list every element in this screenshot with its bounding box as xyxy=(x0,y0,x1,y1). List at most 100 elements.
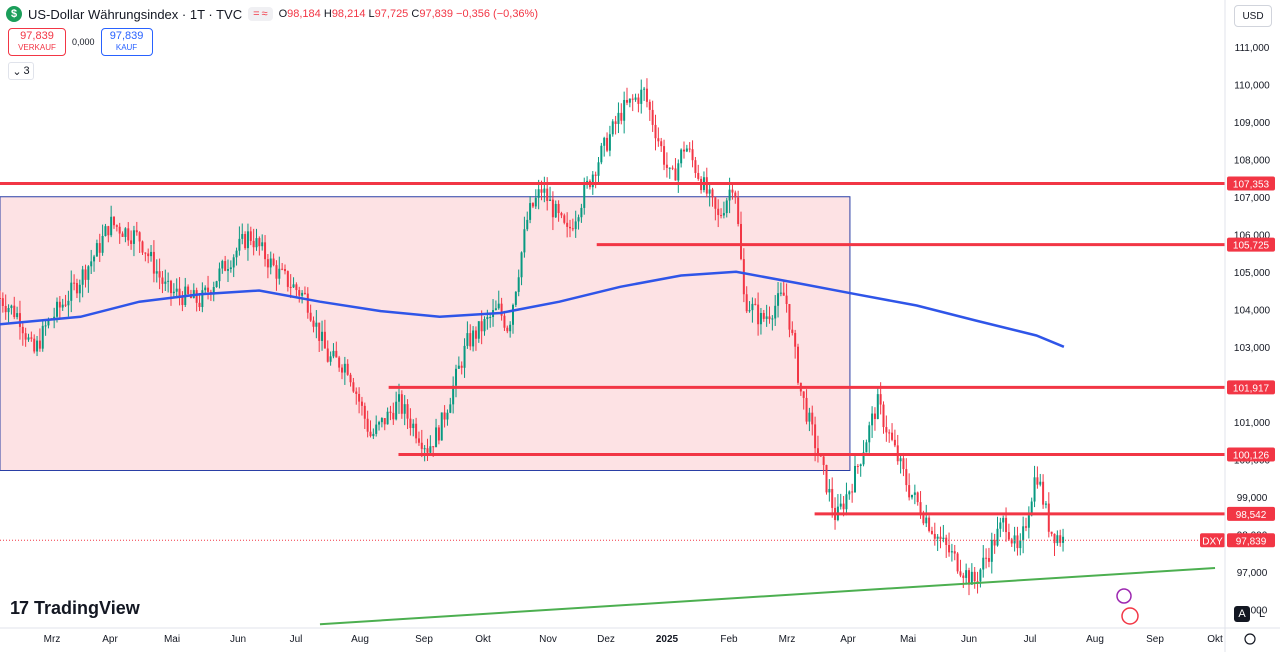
y-tick-label: 104,000 xyxy=(1234,305,1271,316)
buy-button[interactable]: 97,839 KAUF xyxy=(100,28,153,56)
candle-body xyxy=(933,533,936,539)
candle-body xyxy=(1036,477,1039,485)
candle-body xyxy=(175,288,178,292)
candle-body xyxy=(720,215,723,217)
log-scale-button[interactable]: L xyxy=(1258,608,1266,620)
candle-body xyxy=(893,439,896,446)
candle-body xyxy=(683,149,685,152)
candle-body xyxy=(244,234,247,249)
candle-body xyxy=(363,405,366,419)
candle-body xyxy=(851,491,854,493)
candle-body xyxy=(782,292,785,296)
candle-body xyxy=(292,284,295,288)
candle-body xyxy=(583,184,586,208)
candle-body xyxy=(132,230,135,244)
candle-body xyxy=(816,448,819,455)
candle-body xyxy=(523,229,526,253)
candle-body xyxy=(1027,515,1030,528)
candle-body xyxy=(560,213,563,216)
candle-body xyxy=(1033,477,1036,502)
candle-body xyxy=(33,338,36,352)
candle-body xyxy=(985,557,988,559)
candle-body xyxy=(18,313,21,327)
equals-icon[interactable]: = xyxy=(253,8,260,20)
candle-body xyxy=(309,312,312,321)
candle-body xyxy=(1030,501,1033,516)
candle-body xyxy=(101,236,104,253)
candle-body xyxy=(1013,535,1016,544)
legend-buttons[interactable]: = ≈ xyxy=(248,7,273,21)
candle-body xyxy=(913,492,916,495)
candle-body xyxy=(822,456,825,465)
currency-selector[interactable]: USD xyxy=(1234,5,1272,27)
candle-body xyxy=(423,448,426,450)
candle-body xyxy=(141,241,144,253)
candle-body xyxy=(469,333,472,347)
candle-body xyxy=(965,570,968,578)
candle-body xyxy=(349,374,352,383)
x-tick-label: Jun xyxy=(961,634,977,645)
candle-body xyxy=(90,261,93,267)
candle-body xyxy=(355,391,358,394)
candle-body xyxy=(272,258,275,266)
x-tick-label: Aug xyxy=(1086,634,1104,645)
tradingview-logo[interactable]: 17 TradingView xyxy=(10,598,140,619)
candle-body xyxy=(888,432,891,434)
candle-body xyxy=(711,189,714,198)
candle-body xyxy=(366,418,369,432)
symbol-title[interactable]: US-Dollar Währungsindex · 1T · TVC xyxy=(28,6,243,22)
candle-body xyxy=(284,269,286,272)
candle-body xyxy=(640,89,643,104)
sell-button[interactable]: 97,839 VERKAUF xyxy=(8,28,66,56)
settings-gear-icon xyxy=(1244,633,1256,645)
candle-body xyxy=(865,442,868,453)
candle-body xyxy=(617,112,620,124)
candle-body xyxy=(352,382,355,392)
trade-panel: 97,839 VERKAUF 0,000 97,839 KAUF xyxy=(8,28,153,56)
y-tick-label: 105,000 xyxy=(1234,268,1271,279)
candle-body xyxy=(908,485,911,498)
candle-body xyxy=(714,197,717,209)
candle-body xyxy=(987,558,990,562)
y-tick-label: 108,000 xyxy=(1234,155,1271,166)
y-tick-label: 106,000 xyxy=(1234,230,1271,241)
auto-scale-button[interactable]: A xyxy=(1234,606,1250,622)
candle-body xyxy=(1010,539,1013,544)
candle-body xyxy=(435,427,438,448)
candle-body xyxy=(121,233,124,237)
candle-body xyxy=(645,88,648,102)
chart-legend: $ US-Dollar Währungsindex · 1T · TVC = ≈… xyxy=(6,6,538,22)
candle-body xyxy=(497,303,500,309)
candle-body xyxy=(56,301,58,317)
candle-body xyxy=(979,569,982,582)
candle-body xyxy=(93,256,96,262)
candle-body xyxy=(854,465,856,493)
candle-body xyxy=(158,271,161,278)
candle-body xyxy=(30,337,33,339)
candle-body xyxy=(10,305,13,309)
candle-body xyxy=(571,228,574,230)
candle-body xyxy=(152,251,155,274)
candle-body xyxy=(734,192,737,198)
candle-body xyxy=(762,312,765,319)
candle-body xyxy=(41,325,44,349)
candle-body xyxy=(540,189,543,193)
x-tick-label: Okt xyxy=(1207,634,1223,645)
candle-body xyxy=(509,324,512,332)
candle-body xyxy=(278,268,281,279)
candle-body xyxy=(953,551,956,554)
candle-body xyxy=(16,313,19,318)
candle-body xyxy=(939,536,942,539)
candle-body xyxy=(443,412,446,420)
approx-icon[interactable]: ≈ xyxy=(261,8,268,20)
candle-body xyxy=(7,308,10,313)
indicators-toggle[interactable]: ⌄ 3 xyxy=(8,62,34,80)
candle-body xyxy=(936,536,939,539)
candle-body xyxy=(486,317,489,320)
candle-body xyxy=(569,226,571,229)
candle-body xyxy=(580,207,583,218)
candle-body xyxy=(73,282,76,284)
candle-body xyxy=(480,321,483,332)
tradingview-wordmark: TradingView xyxy=(34,598,140,618)
